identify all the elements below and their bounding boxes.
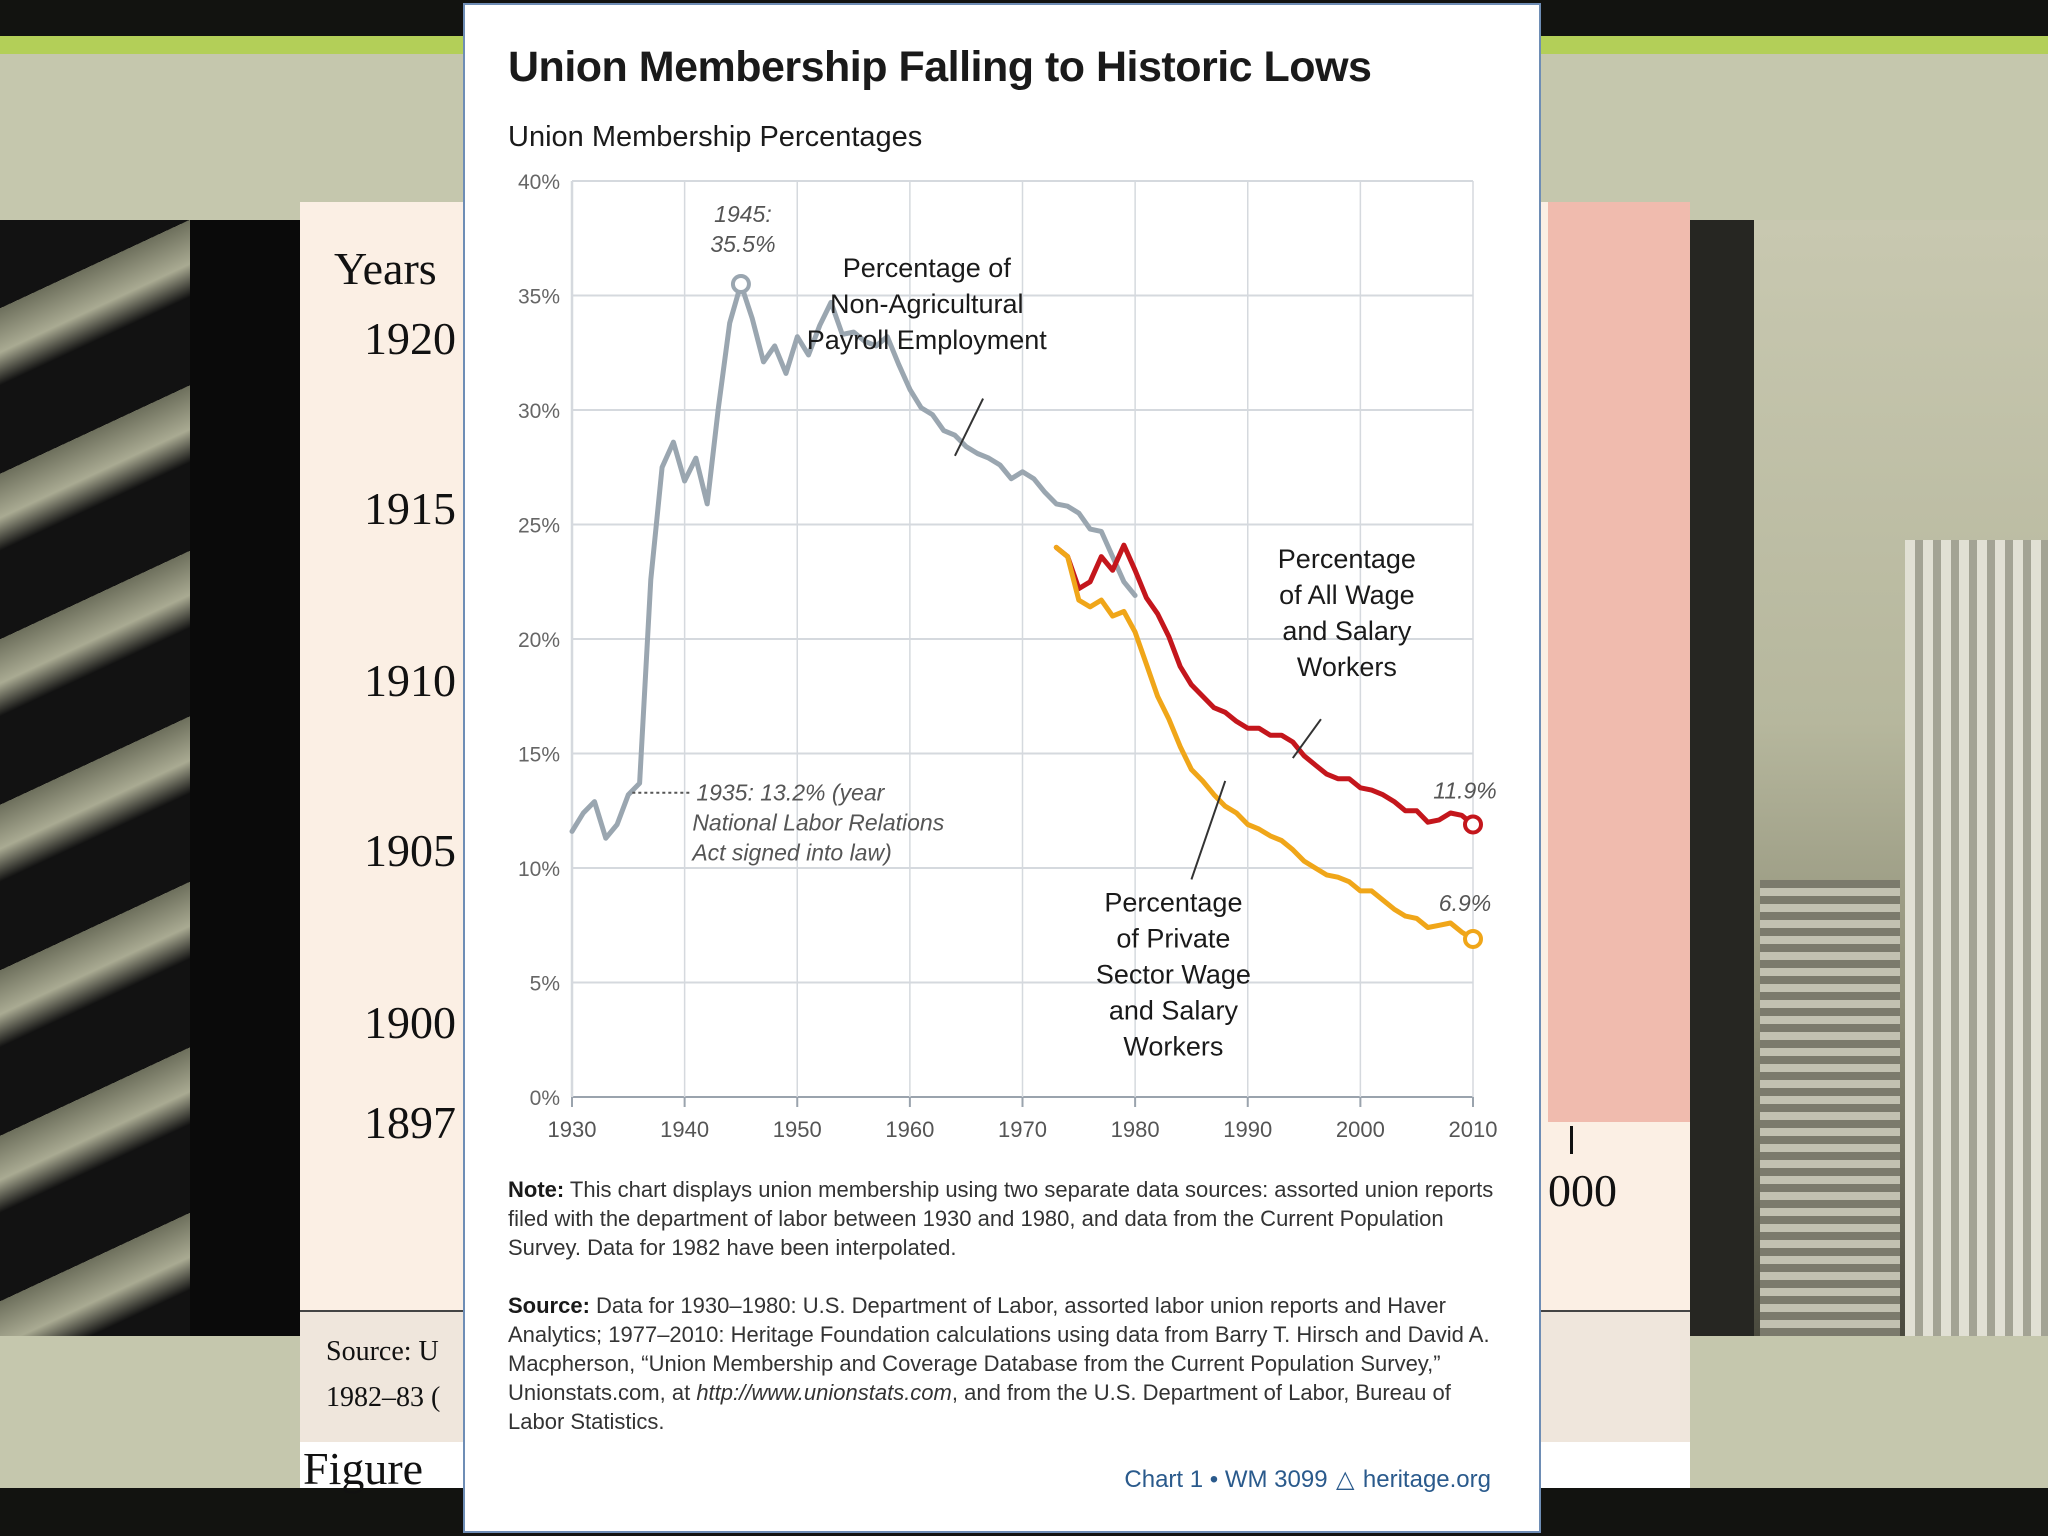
y-tick-label: 15% [518,744,560,767]
note-text: This chart displays union membership usi… [508,1177,1494,1260]
x-tick-label: 1980 [1111,1117,1160,1142]
source-label: Source: [508,1293,590,1318]
source-text-end: , and from the U.S. Department of Labor,… [508,1380,1451,1434]
y-tick-label: 35% [518,286,560,309]
source-url: http://www.unionstats.com [696,1380,952,1405]
x-tick-label: 2000 [1336,1117,1385,1142]
slide-source-fragment: Source: U [326,1336,439,1367]
x-tick-label: 1930 [548,1117,597,1142]
heritage-link[interactable]: heritage.org [1362,1466,1491,1493]
chart-title: Union Membership Falling to Historic Low… [508,43,1372,91]
slide-source-fragment-2: 1982–83 ( [326,1382,441,1413]
peak-annotation: 1945: [714,201,772,227]
y-tick-label: 40% [518,171,560,194]
y-tick-label: 20% [518,629,560,652]
all-workers-leader [1291,718,1322,759]
nlra-annotation: National Labor Relations [692,810,944,836]
slide-axis-fragment: 000 [1548,1165,1617,1216]
slide-figure-caption: Figure [303,1443,424,1494]
peak-marker [730,274,751,295]
note-label: Note: [508,1177,565,1202]
nlra-annotation: Act signed into law) [690,840,891,866]
non-agricultural-leader [954,398,984,457]
chart-credit: Chart 1 • WM 3099 △ heritage.org [1124,1465,1491,1494]
x-tick-label: 1970 [998,1117,1047,1142]
slide-year-label: 1910 [364,655,456,706]
x-tick-label: 1950 [773,1117,822,1142]
peak-annotation: 35.5% [710,231,775,257]
private-sector-label: and Salary [1109,996,1239,1026]
private-sector-leader [1190,780,1227,880]
y-tick-label: 5% [530,973,560,996]
chart-credit-id: Chart 1 • WM 3099 [1124,1466,1328,1493]
private-sector-end-label: 6.9% [1439,890,1491,916]
y-tick-label: 10% [518,858,560,881]
y-tick-label: 25% [518,515,560,538]
background-slide-shaded-area [1548,202,1690,1122]
all-workers-end-marker [1463,814,1483,835]
private-sector-label: of Private [1116,924,1230,954]
chart-card: Union Membership Falling to Historic Low… [463,3,1541,1533]
slide-year-label: 1900 [364,997,456,1048]
private-sector-end-marker [1463,928,1483,949]
slide-year-label: 1897 [364,1097,456,1148]
line-chart: 0% 5% 10% 15% 20% 25% 30% 35% 40% 1930 1940 1950 196… [518,171,1498,1142]
background-axis-tick [1570,1126,1573,1154]
all-workers-end-label: 11.9% [1433,777,1497,803]
all-workers-label: of All Wage [1279,580,1415,610]
liberty-bell-icon: △ [1336,1466,1355,1493]
x-tick-label: 1990 [1223,1117,1272,1142]
chart-note: Note: This chart displays union membersh… [508,1175,1508,1262]
all-workers-label: Percentage [1278,544,1416,574]
all-workers-label: Workers [1297,652,1397,682]
left-dark-panel [190,220,310,1336]
y-tick-label: 30% [518,400,560,423]
right-dark-edge [1690,220,1754,1336]
x-tick-label: 2010 [1449,1117,1498,1142]
all-workers-label: and Salary [1282,616,1412,646]
skyscraper-image [1905,540,2048,1336]
source-text: Data for 1930–1980: U.S. Department of L… [508,1293,1490,1405]
slide-year-label: 1920 [364,313,456,364]
y-tick-label: 0% [530,1087,560,1110]
private-sector-label: Workers [1123,1032,1223,1062]
chart-source: Source: Data for 1930–1980: U.S. Departm… [508,1291,1508,1436]
all-workers-line [1053,542,1476,827]
building-image [1760,880,1900,1336]
non-agricultural-label: Non-Agricultural [830,289,1024,319]
private-sector-label: Percentage [1104,888,1242,918]
x-tick-label: 1960 [885,1117,934,1142]
non-agricultural-line [569,281,1138,841]
non-agricultural-label: Percentage of [843,253,1012,283]
non-agricultural-label: Payroll Employment [807,325,1048,355]
private-sector-label: Sector Wage [1096,960,1251,990]
private-sector-line [1053,544,1476,942]
slide-year-label: 1915 [364,483,456,534]
nlra-annotation: 1935: 13.2% (year [696,780,885,806]
slide-years-heading: Years [334,243,437,294]
x-tick-label: 1940 [660,1117,709,1142]
slide-year-label: 1905 [364,825,456,876]
chart-subtitle: Union Membership Percentages [508,121,923,153]
